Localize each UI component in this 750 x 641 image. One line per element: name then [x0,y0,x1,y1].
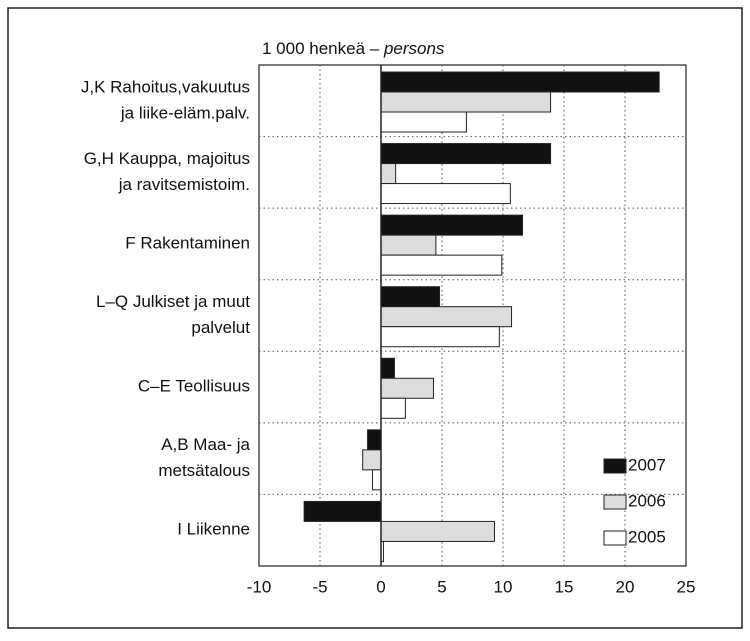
bar [380,357,395,379]
bar [362,449,382,471]
bar [380,397,406,419]
bar [380,520,495,542]
category-label: L–Q Julkiset ja muut [96,292,250,311]
unit-label-fi: 1 000 henkeä – [262,39,380,58]
bar [367,429,382,451]
legend-swatch [603,458,627,474]
bar [380,306,513,328]
bar [371,469,382,491]
x-tick-label: 5 [437,577,446,596]
bar [380,143,552,165]
frame [7,7,743,629]
category-label: F Rakentaminen [125,233,250,252]
legend-swatch [603,494,627,510]
category-label: C–E Teollisuus [138,377,250,396]
x-tick-label: 15 [555,577,574,596]
category-label: A,B Maa- ja [161,435,250,454]
unit-label: 1 000 henkeä – persons [262,39,445,58]
unit-label-en: persons [383,39,445,58]
category-label: G,H Kauppa, majoitus [84,149,250,168]
bar [380,71,660,93]
legend-label: 2007 [628,455,666,474]
category-label: metsätalous [158,461,250,480]
x-tick-label: 25 [677,577,696,596]
category-label: ja ravitsemistoim. [118,175,250,194]
legend-label: 2006 [628,491,666,510]
legend-swatch [603,530,627,546]
bar [380,111,467,133]
x-tick-label: 0 [376,577,385,596]
legend-label: 2005 [628,527,666,546]
x-tick-label: 10 [494,577,513,596]
x-tick-label: -10 [247,577,272,596]
bar [380,254,503,276]
plot-area [258,64,687,567]
category-label: ja liike-eläm.palv. [120,103,250,122]
category-label: palvelut [191,318,250,337]
bar [380,377,434,399]
bar [380,163,397,185]
x-tick-label: -5 [312,577,327,596]
bar [380,214,524,236]
category-label: J,K Rahoitus,vakuutus [81,77,250,96]
bar [303,500,382,522]
x-tick-label: 20 [616,577,635,596]
bar [380,91,552,113]
bar [380,286,441,308]
bar [380,183,511,205]
category-label: I Liikenne [177,520,250,539]
bar [380,234,437,256]
bar [380,326,500,348]
